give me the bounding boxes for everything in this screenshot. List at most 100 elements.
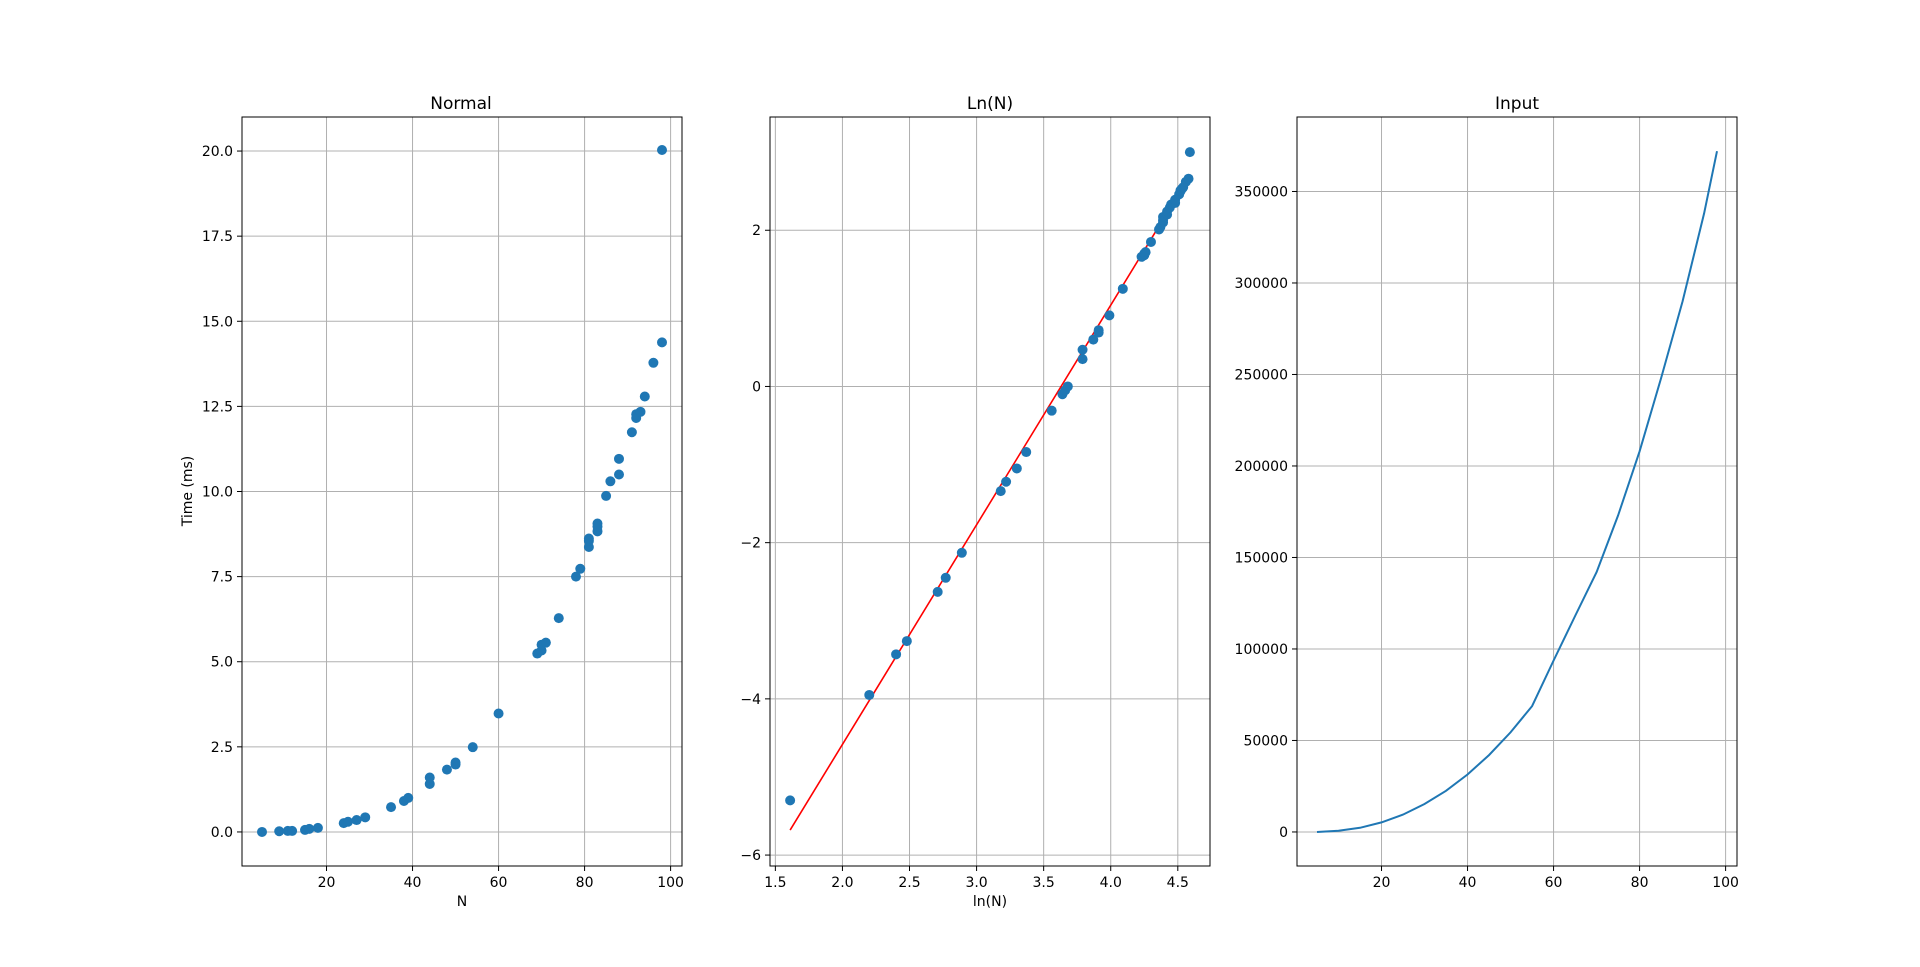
chart-normal-point	[351, 815, 362, 826]
chart-normal-point	[493, 708, 504, 719]
chart-ln-xtick-label: 3.0	[965, 875, 987, 891]
chart-normal-point	[257, 826, 267, 837]
chart-normal-point	[605, 476, 616, 487]
chart-normal-xtick-label: 100	[657, 875, 684, 891]
chart-input-series-line	[1316, 150, 1718, 833]
chart-normal-point	[386, 802, 397, 813]
chart-normal-ytick-label: 7.5	[211, 570, 233, 586]
chart-ln-point	[1088, 334, 1099, 345]
chart-ln: Ln(N) 1.5 2.0 2.5 3.0 3.5 4.0 4.5 −6 −4 −2 0 2 ln(N…	[740, 94, 1211, 910]
chart-normal-point	[403, 792, 414, 803]
chart-ln-point	[1184, 147, 1195, 158]
chart-normal-point	[626, 427, 637, 438]
chart-input-ytick-label: 350000	[1235, 184, 1288, 200]
chart-ln-point	[1046, 405, 1057, 416]
chart-ln-point	[1077, 354, 1088, 365]
chart-ln-ytick-label: −2	[740, 536, 761, 552]
chart-normal-ytick-label: 15.0	[202, 314, 233, 330]
chart-ln-point	[1093, 325, 1104, 336]
chart-normal-point	[424, 772, 435, 783]
chart-normal-point	[639, 391, 650, 402]
chart-normal-ylabel: Time (ms)	[180, 456, 196, 528]
chart-input-frame	[1296, 116, 1738, 867]
chart-input-ytick-label: 200000	[1235, 459, 1288, 475]
chart-normal-point	[657, 145, 667, 156]
chart-ln-point	[1145, 236, 1156, 247]
chart-normal-point	[274, 826, 285, 837]
chart-normal-xtick-label: 20	[318, 875, 336, 891]
chart-input-ytick-label: 150000	[1235, 550, 1288, 566]
chart-ln-point	[1011, 463, 1022, 474]
chart-normal-point	[304, 823, 315, 834]
chart-ln-point	[1077, 344, 1088, 355]
chart-input-ytick-label: 250000	[1235, 367, 1288, 383]
chart-ln-point	[1117, 283, 1128, 294]
chart-normal-ytick-label: 5.0	[211, 655, 233, 671]
chart-normal-point	[648, 357, 659, 368]
chart-ln-point	[932, 586, 943, 597]
chart-ln-ytick-label: −4	[740, 692, 761, 708]
chart-input: Input 20 40 60 80 100 0 50000 100000 150000 20000…	[1235, 94, 1739, 891]
chart-normal-point	[635, 406, 646, 417]
chart-normal-point	[570, 571, 581, 582]
chart-ln-xtick-label: 2.5	[898, 875, 920, 891]
chart-normal-xtick-label: 80	[576, 875, 594, 891]
chart-input-ytick-label: 300000	[1235, 276, 1288, 292]
chart-ln-xtick-label: 1.5	[764, 875, 786, 891]
chart-ln-point	[1001, 476, 1012, 487]
chart-ln-xtick-label: 4.5	[1167, 875, 1189, 891]
chart-normal-title: Normal	[430, 94, 492, 114]
chart-ln-point	[1062, 381, 1073, 392]
chart-input-xtick-label: 60	[1545, 875, 1563, 891]
chart-ln-point	[956, 547, 967, 558]
chart-normal-ytick-label: 0.0	[211, 825, 233, 841]
chart-normal-point	[613, 469, 624, 480]
chart-normal: Normal 20 40 60 80 100 0.0 2.5 5.0 7.5 10.0 12.5 15…	[180, 94, 684, 910]
chart-normal-point	[343, 816, 354, 827]
chart-normal-point	[613, 453, 624, 464]
chart-ln-point	[901, 636, 912, 647]
chart-normal-point	[360, 812, 371, 823]
chart-ln-point	[785, 795, 796, 806]
chart-normal-point	[450, 757, 461, 768]
chart-ln-point	[940, 572, 951, 583]
chart-normal-ytick-label: 12.5	[202, 399, 233, 415]
chart-ln-xtick-label: 2.0	[831, 875, 853, 891]
chart-ln-point	[995, 486, 1006, 497]
chart-input-ytick-label: 100000	[1235, 642, 1288, 658]
chart-input-ytick-label: 0	[1279, 825, 1288, 841]
chart-ln-frame	[769, 116, 1211, 867]
chart-normal-point	[312, 822, 323, 833]
chart-ln-xlabel: ln(N)	[973, 894, 1007, 910]
chart-normal-point	[601, 490, 612, 501]
chart-normal-point	[657, 337, 667, 348]
chart-ln-point	[891, 649, 902, 660]
chart-normal-point	[540, 637, 551, 648]
chart-normal-point	[575, 563, 586, 574]
chart-normal-xtick-label: 40	[404, 875, 422, 891]
chart-ln-ytick-label: 0	[752, 379, 761, 395]
chart-normal-ytick-label: 10.0	[202, 485, 233, 501]
chart-ln-xtick-label: 3.5	[1033, 875, 1055, 891]
chart-input-xtick-label: 100	[1712, 875, 1739, 891]
chart-ln-ytick-label: −6	[740, 848, 761, 864]
chart-ln-xtick-label: 4.0	[1100, 875, 1122, 891]
chart-ln-title: Ln(N)	[967, 94, 1013, 114]
chart-normal-point	[467, 742, 478, 753]
chart-ln-point	[864, 689, 875, 700]
chart-normal-point	[441, 764, 452, 775]
chart-input-xtick-label: 20	[1373, 875, 1391, 891]
chart-ln-point	[1021, 447, 1032, 458]
chart-normal-ytick-label: 2.5	[211, 740, 233, 756]
chart-ln-point	[1140, 247, 1151, 258]
chart-ln-point	[1104, 310, 1115, 321]
chart-normal-ytick-label: 20.0	[202, 144, 233, 160]
chart-input-ytick-label: 50000	[1243, 733, 1288, 749]
chart-normal-point	[583, 533, 594, 544]
chart-ln-point	[1183, 173, 1194, 184]
chart-input-xtick-label: 40	[1459, 875, 1477, 891]
chart-normal-point	[553, 613, 564, 624]
chart-input-xtick-label: 80	[1631, 875, 1649, 891]
chart-normal-ytick-label: 17.5	[202, 229, 233, 245]
